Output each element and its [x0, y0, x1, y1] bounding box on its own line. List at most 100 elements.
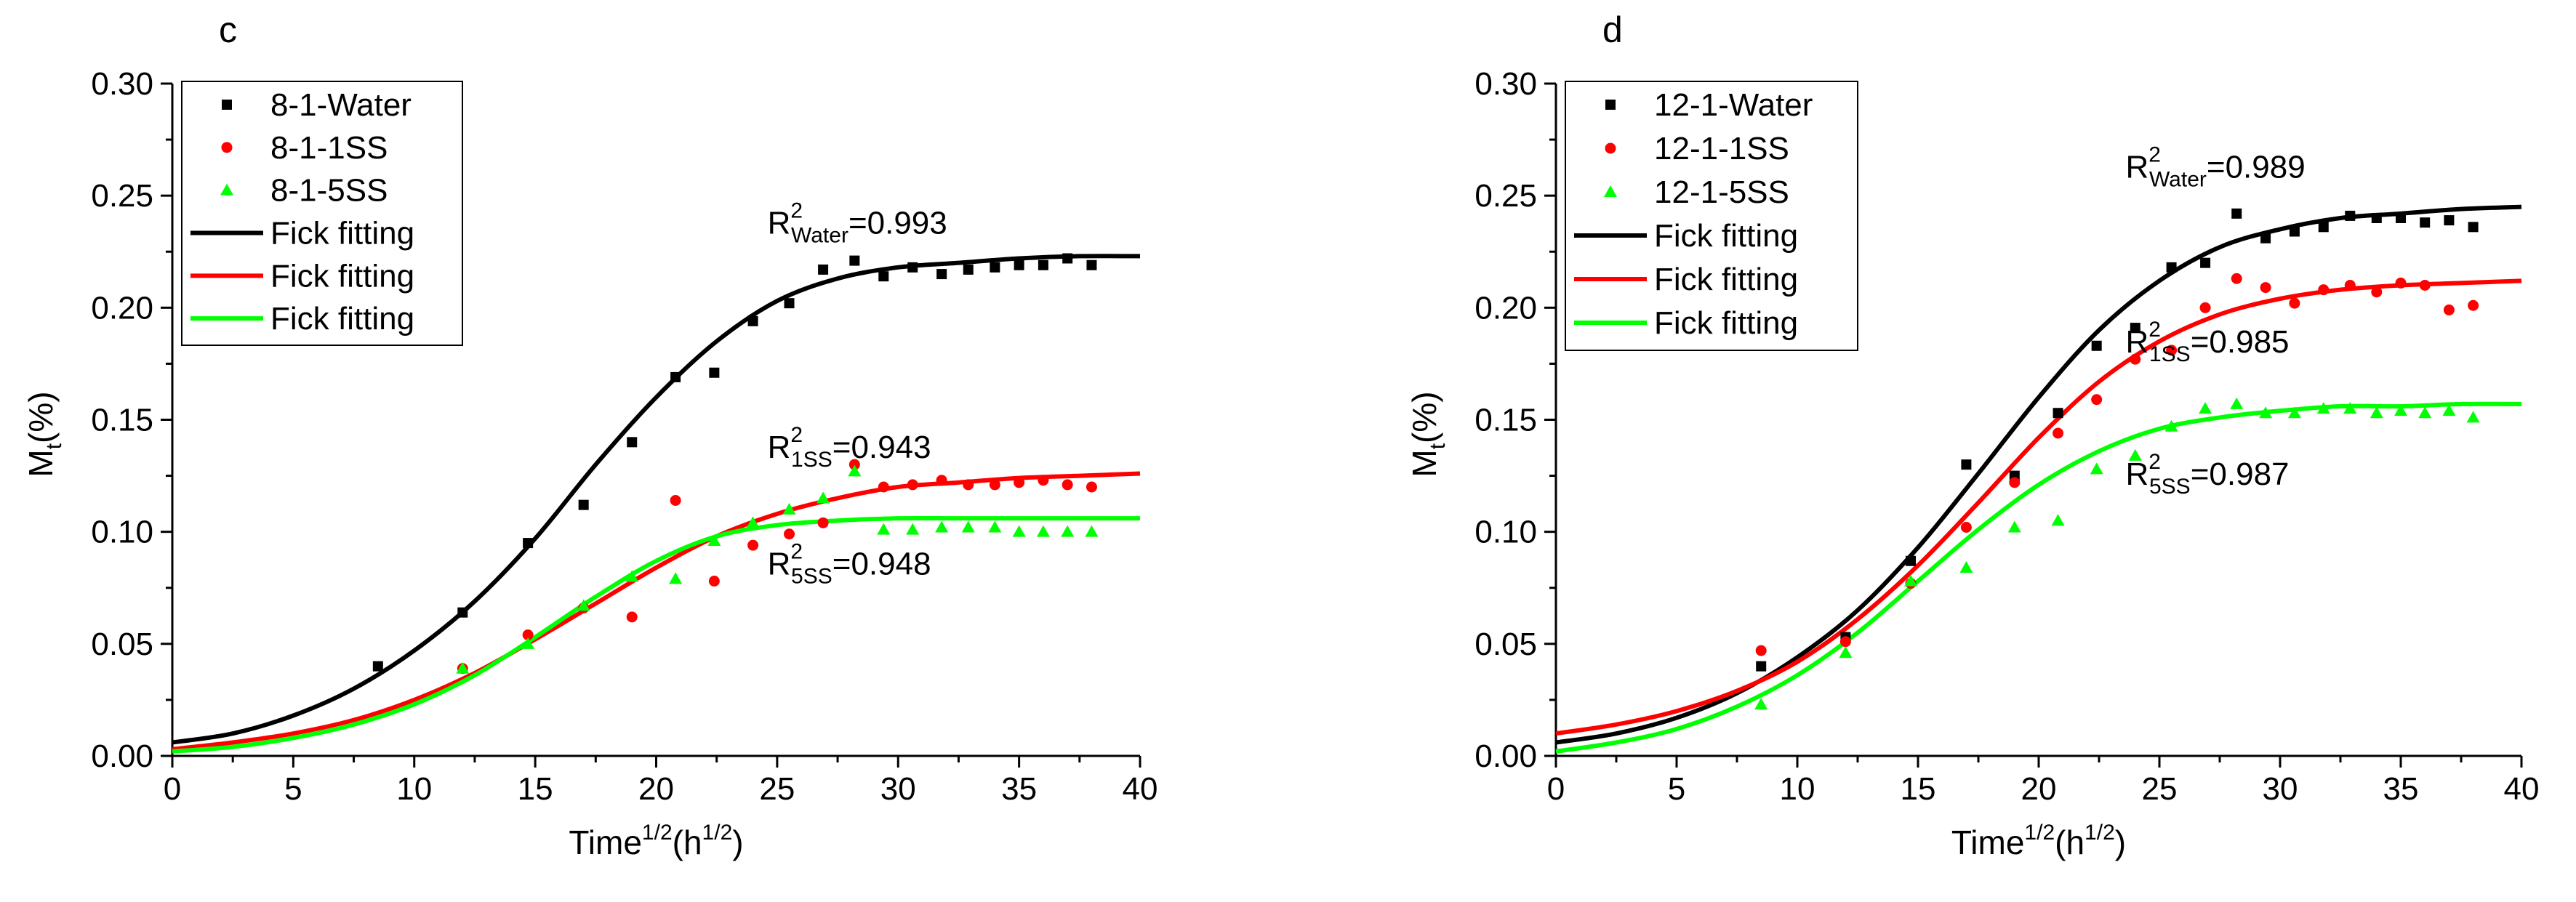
data-point: [2009, 477, 2021, 488]
y-tick-label: 0.25: [91, 178, 153, 214]
data-point: [1959, 561, 1973, 573]
data-point: [1839, 646, 1853, 659]
annotation-sub: 1SS: [2149, 342, 2191, 366]
data-point: [2128, 448, 2142, 461]
annotation-sub: 5SS: [791, 564, 832, 588]
data-point: [907, 479, 918, 491]
data-point: [2343, 402, 2357, 414]
x-tick-label: 5: [1668, 771, 1685, 807]
data-point: [2200, 257, 2211, 268]
data-point: [2345, 210, 2356, 221]
data-point: [2130, 353, 2141, 365]
series-8-1-5SS: [456, 464, 1099, 674]
data-point: [816, 491, 830, 504]
annotation-sub: Water: [791, 224, 848, 248]
x-axis-title-close: ): [732, 824, 743, 861]
y-tick-label: 0.20: [91, 290, 153, 326]
data-point: [2199, 302, 2211, 313]
data-point: [2318, 222, 2329, 233]
data-point: [670, 495, 681, 506]
x-tick-label: 40: [1123, 771, 1158, 807]
x-tick-label: 30: [2263, 771, 2298, 807]
data-point: [708, 576, 720, 587]
legend-marker: [1604, 185, 1617, 197]
x-axis-title-unit-sup: 1/2: [2085, 821, 2115, 845]
r-squared-annotation: R2 5SS=0.987: [2126, 450, 2290, 499]
legend-box: [1565, 81, 1858, 351]
fit-line-1: [172, 254, 1141, 745]
data-point: [2395, 277, 2407, 289]
data-point: [1038, 259, 1048, 270]
annotation-sub: 5SS: [2149, 475, 2191, 499]
data-point: [878, 271, 889, 282]
data-point: [456, 661, 470, 674]
r-squared-annotation: R2 1SS=0.943: [768, 423, 931, 472]
data-point: [1086, 481, 1097, 493]
data-point: [522, 629, 534, 640]
x-tick-label: 10: [1780, 771, 1815, 807]
y-tick-label: 0.00: [91, 738, 153, 774]
legend: 12-1-Water 12-1-1SS 12-1-5SS Fick fitting Fi…: [1565, 81, 1858, 351]
data-point: [1062, 253, 1073, 264]
data-point: [2466, 411, 2480, 423]
data-point: [1755, 645, 1767, 656]
legend-item: 8-1-5SS: [220, 173, 388, 209]
data-point: [521, 637, 535, 649]
data-point: [2468, 299, 2479, 311]
data-point: [2007, 520, 2021, 533]
x-tick-label: 35: [2383, 771, 2419, 807]
data-point: [907, 262, 918, 273]
data-point: [1839, 636, 1851, 648]
data-point: [877, 523, 891, 535]
r-squared-annotation: R2 1SS=0.985: [2126, 318, 2290, 366]
annotation-base: R: [768, 546, 791, 581]
r-squared-annotation: R2 Water=0.993: [768, 199, 947, 248]
data-point: [849, 255, 860, 266]
legend-label: 12-1-1SS: [1654, 131, 1789, 166]
x-axis-title-sup: 1/2: [2024, 821, 2055, 845]
annotation-base: R: [2126, 324, 2149, 360]
data-point: [2091, 394, 2103, 406]
data-point: [1904, 574, 1918, 587]
annotation-sup: 2: [790, 423, 803, 447]
data-point: [784, 298, 795, 309]
y-axis-title-unit: (%): [22, 391, 60, 443]
x-tick-label: 40: [2504, 771, 2540, 807]
y-tick-label: 0.00: [1474, 738, 1537, 774]
data-point: [626, 611, 638, 623]
data-point: [2370, 406, 2383, 419]
data-point: [936, 475, 947, 486]
data-point: [963, 479, 974, 491]
series-12-1-1SS: [1755, 273, 2479, 656]
data-point: [878, 481, 889, 493]
annotation-sup: 2: [2148, 318, 2161, 342]
data-point: [2090, 462, 2103, 475]
fit-line-2: [172, 471, 1141, 752]
data-point: [2443, 304, 2455, 315]
legend-item: 12-1-Water: [1605, 87, 1813, 123]
data-point: [577, 599, 590, 611]
data-point: [2091, 340, 2102, 351]
data-point: [1086, 259, 1097, 270]
chart-panel-d: d 0 5 10 15 20 25 30 35 40 0.00 0.05 0.10 0.15 0.20 0.2…: [1405, 9, 2539, 861]
x-tick-label: 20: [2021, 771, 2057, 807]
data-point: [2166, 345, 2178, 356]
x-axis-title: Time1/2(h1/2): [569, 821, 743, 861]
y-axis-title-main: M: [22, 449, 60, 477]
y-axis-title-unit: (%): [1405, 391, 1443, 443]
data-point: [707, 534, 721, 546]
annotation-base: R: [2126, 456, 2149, 492]
legend-item: Fick fitting: [190, 301, 414, 337]
y-axis-title-sub: t: [1426, 443, 1450, 449]
legend-item: Fick fitting: [190, 216, 414, 251]
annotation-value: =0.989: [2207, 150, 2306, 185]
data-point: [2053, 408, 2063, 419]
data-point: [1062, 479, 1073, 491]
annotation-sup: 2: [2148, 450, 2161, 474]
x-tick-label: 10: [396, 771, 432, 807]
y-tick-label: 0.30: [91, 66, 153, 102]
data-point: [2468, 222, 2479, 233]
data-point: [848, 464, 862, 477]
data-point: [817, 517, 829, 528]
x-axis-title-unit: (h: [2055, 824, 2085, 861]
